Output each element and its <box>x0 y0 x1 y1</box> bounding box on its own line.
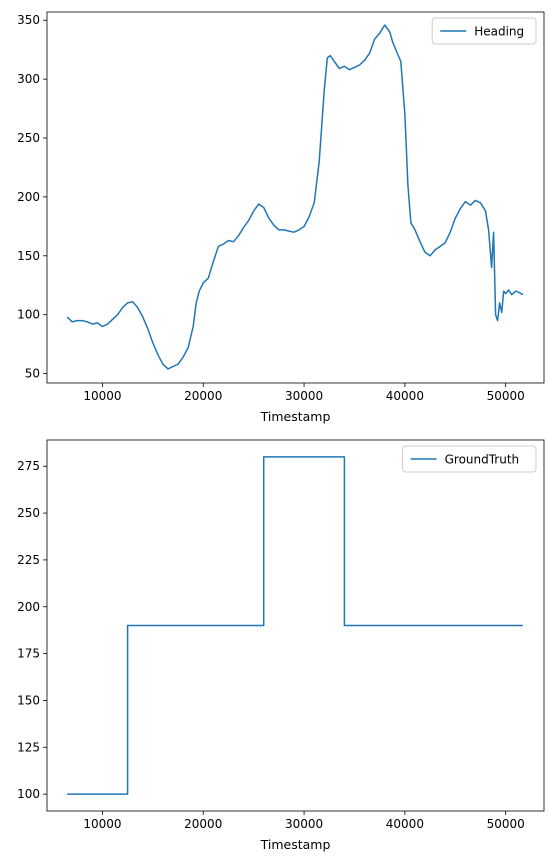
y-tick-label: 200 <box>17 600 40 614</box>
y-tick-label: 350 <box>17 13 40 27</box>
y-tick-label: 175 <box>17 647 40 661</box>
y-tick-label: 275 <box>17 459 40 473</box>
y-tick-label: 100 <box>17 308 40 322</box>
x-axis-label: Timestamp <box>260 837 331 852</box>
axes-frame <box>46 11 545 384</box>
y-tick-label: 225 <box>17 553 40 567</box>
y-tick-label: 100 <box>17 787 40 801</box>
series-line-groundtruth <box>67 456 523 795</box>
top-chart-heading: 10000 20000 30000 40000 50000 50 100 150 200 250 3… <box>17 11 545 424</box>
bottom-chart-groundtruth: 10000 20000 30000 40000 50000 100 125 150 175 200… <box>17 439 545 852</box>
legend-box <box>431 17 537 45</box>
x-tick-label: 30000 <box>285 389 323 403</box>
x-tick-label: 20000 <box>184 817 222 831</box>
legend-label: GroundTruth <box>445 453 520 467</box>
x-tick-label: 30000 <box>285 817 323 831</box>
x-tick-label: 10000 <box>83 817 121 831</box>
axes-frame <box>46 439 545 812</box>
legend-label: Heading <box>474 25 524 39</box>
y-tick-label: 300 <box>17 72 40 86</box>
series-line-heading <box>66 24 524 370</box>
y-tick-label: 150 <box>17 249 40 263</box>
x-tick-label: 40000 <box>386 817 424 831</box>
y-tick-label: 150 <box>17 693 40 707</box>
x-tick-label: 40000 <box>386 389 424 403</box>
x-axis-label: Timestamp <box>260 409 331 424</box>
y-tick-label: 250 <box>17 131 40 145</box>
x-tick-label: 20000 <box>184 389 222 403</box>
y-tick-label: 50 <box>25 367 40 381</box>
x-tick-label: 10000 <box>83 389 121 403</box>
x-tick-label: 50000 <box>487 389 525 403</box>
y-tick-label: 250 <box>17 506 40 520</box>
x-tick-label: 50000 <box>487 817 525 831</box>
legend-box <box>402 445 537 473</box>
y-tick-label: 125 <box>17 740 40 754</box>
y-tick-label: 200 <box>17 190 40 204</box>
